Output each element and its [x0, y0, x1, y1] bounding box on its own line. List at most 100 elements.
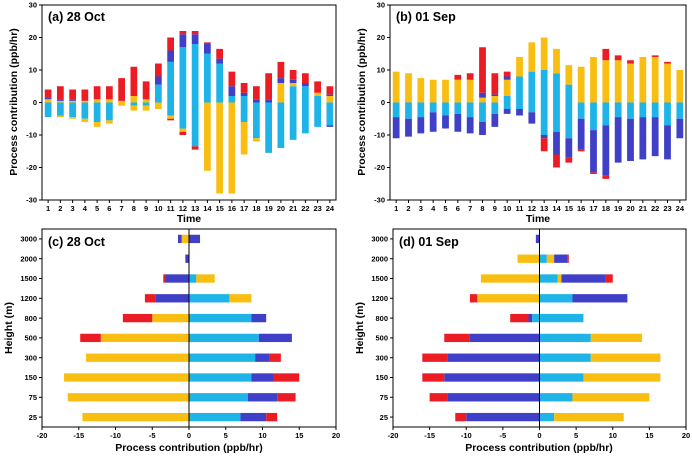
panel-c-bar-red-neg [144, 294, 156, 303]
panel-d-x-tick-label: -5 [500, 431, 507, 440]
panel-a-bar-red-pos [179, 31, 187, 35]
panel-b-bar-orange-pos [417, 78, 425, 103]
panel-b-bar-navy-neg [466, 117, 474, 134]
panel-c-bar-orange-neg [100, 333, 189, 343]
panel-a-bar-sky-neg [240, 102, 248, 122]
panel-d-x-tick-label: -10 [461, 431, 472, 440]
panel-a-y-tick-label: 0 [33, 98, 37, 107]
panel-d-x-tick-label: -20 [388, 431, 399, 440]
panel-b-bar-sky-neg [602, 102, 610, 126]
panel-b-x-tick-label: 5 [443, 204, 447, 213]
panel-a-x-tick-label: 16 [228, 204, 236, 213]
panel-a-x-tick-label: 17 [240, 204, 248, 213]
panel-a-x-tick-label: 20 [277, 204, 285, 213]
panel-d-bar-sky-pos [539, 274, 558, 283]
panel-a-bar-navy-pos [57, 99, 64, 101]
panel-c-bar-red-neg [122, 313, 153, 323]
panel-b-bar-navy-neg [590, 130, 597, 173]
panel-d-bar-orange-neg [480, 274, 540, 283]
panel-b-bar-navy-neg [553, 131, 560, 155]
panel-a-bar-red-pos [155, 63, 162, 77]
panel-b-bar-sky-neg [405, 102, 412, 119]
panel-b-bar-sky-neg [454, 102, 462, 114]
panel-b-bar-sky-pos [553, 73, 560, 103]
panel-a-bar-red-pos [314, 81, 321, 93]
panel-b-bar-sky-neg [639, 102, 647, 118]
panel-b-x-tick-label: 10 [503, 204, 511, 213]
panel-c-x-axis-label: Process contribution (ppb/hr) [115, 442, 263, 454]
panel-c-y-tick-label: 150 [24, 373, 37, 382]
panel-b-y-tick-label: -10 [374, 131, 385, 140]
panel-a-y-tick-label: -10 [26, 131, 37, 140]
panel-a-bar-sky-neg [81, 102, 89, 119]
panel-b-bar-red-neg [565, 157, 573, 163]
panel-d-bar-orange-pos [590, 333, 643, 343]
panel-a-x-tick-label: 11 [167, 204, 175, 213]
panel-b-bar-sky-neg [417, 102, 425, 118]
panel-a-x-tick-label: 6 [107, 204, 111, 213]
panel-a-bar-orange-pos [57, 100, 64, 103]
panel-d-bar-sky-neg [532, 313, 540, 323]
panel-a-x-tick-label: 18 [252, 204, 260, 213]
panel-a-bar-red-pos [57, 86, 64, 100]
panel-d-x-tick-label: 10 [609, 431, 617, 440]
panel-a-x-tick-label: 8 [132, 204, 136, 213]
panel-b-bar-sky-neg [553, 102, 560, 132]
panel-d-bar-orange-pos [572, 393, 650, 402]
panel-a-bar-orange-pos [142, 99, 150, 103]
panel-b-bar-sky-neg [627, 102, 634, 119]
panel-b-x-tick-label: 4 [431, 204, 436, 213]
panel-b-x-tick-label: 19 [614, 204, 622, 213]
panel-d-bar-navy-neg [466, 412, 540, 422]
panel-b-bar-sky-neg [503, 102, 511, 109]
panel-c-bar-navy-pos [255, 353, 270, 362]
panel-a-bar-orange-neg [155, 102, 162, 109]
panel-a-bar-sky-pos [302, 86, 309, 103]
panel-b-x-tick-label: 22 [651, 204, 659, 213]
panel-c-y-tick-label: 2000 [20, 254, 37, 263]
panel-a-bar-sky-neg [179, 102, 187, 129]
panel-a-x-axis-label: Time [177, 213, 201, 225]
panel-b-x-tick-label: 2 [406, 204, 410, 213]
panel-d-bar-sky-pos [539, 313, 584, 323]
panel-a-bar-orange-neg [130, 105, 138, 111]
panel-d-bar-red-pos [567, 254, 569, 263]
panel-a-y-tick-label: 20 [29, 33, 37, 42]
panel-a-x-tick-label: 12 [179, 204, 187, 213]
panel-a-bar-orange-neg [93, 122, 101, 127]
panel-b-bar-orange-pos [565, 65, 573, 85]
panel-c-x-tick-label: -10 [110, 431, 121, 440]
panel-a-bar-navy-pos [253, 99, 260, 103]
panel-b-bar-red-pos [614, 55, 622, 61]
panel-d-y-tick-label: 75 [380, 393, 388, 402]
panel-b-x-tick-label: 6 [456, 204, 460, 213]
panel-b-x-tick-label: 17 [589, 204, 597, 213]
panel-c-bar-navy-neg [165, 274, 189, 283]
panel-a-y-tick-label: 10 [29, 66, 37, 75]
panel-c-y-tick-label: 25 [29, 413, 37, 422]
panel-c-y-tick-label: 800 [24, 314, 37, 323]
panel-a-bar-orange-neg [204, 102, 211, 171]
panel-b-bar-orange-pos [651, 57, 659, 103]
panel-d-bar-red-neg [429, 393, 448, 402]
panel-a-bar-red-pos [289, 70, 297, 80]
panel-a-bar-navy-pos [191, 34, 199, 44]
panel-d-y-tick-label: 3000 [371, 235, 388, 244]
panel-b-bar-navy-neg [602, 125, 610, 176]
panel-b-bar-sky-neg [590, 102, 597, 131]
panel-d-y-tick-label: 1500 [371, 274, 388, 283]
panel-a-bar-sky-pos [228, 96, 236, 103]
panel-c-bar-navy-pos [258, 333, 292, 343]
panel-b-bar-navy-pos [479, 92, 486, 98]
panel-c-bar-navy-neg [177, 234, 182, 244]
panel-a-bar-navy-neg [326, 125, 334, 127]
panel-c-title: (c) 28 Oct [48, 235, 106, 249]
panel-a-bar-red-pos [228, 71, 236, 87]
panel-b-bar-sky-neg [614, 102, 622, 118]
panel-b-bar-sky-pos [540, 70, 548, 103]
panel-b-bar-red-pos [454, 74, 462, 80]
panel-b-bar-navy-neg [491, 113, 499, 127]
panel-b-bar-navy-neg [614, 117, 622, 163]
panel-b-bar-navy-neg [516, 109, 523, 116]
panel-c-bar-red-pos [277, 393, 296, 402]
